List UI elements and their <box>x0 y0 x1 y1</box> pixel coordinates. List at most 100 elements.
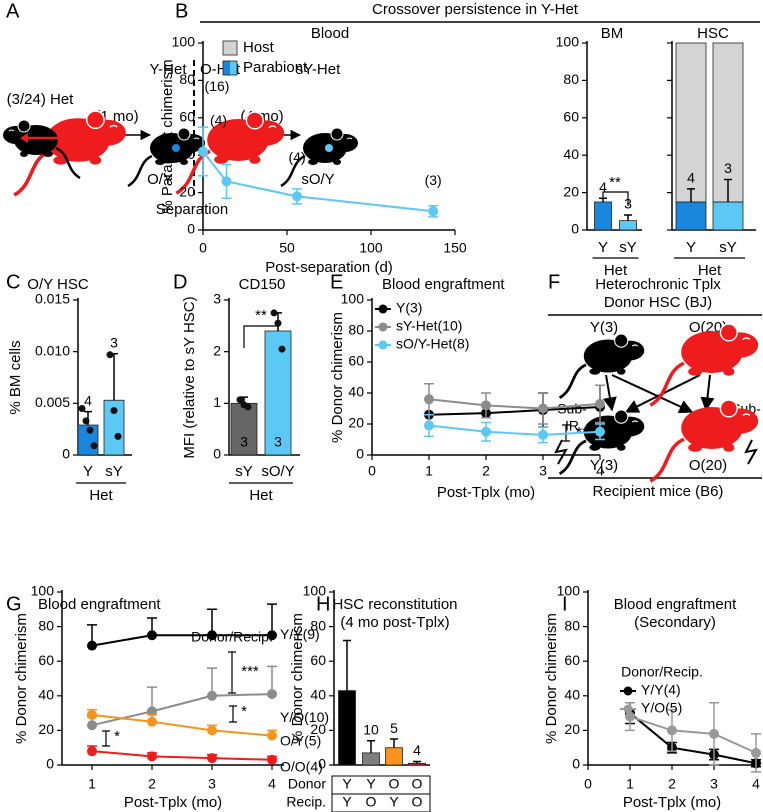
data-point <box>424 394 434 405</box>
mouse-tail <box>558 439 587 475</box>
y-tick-label: 0 <box>62 446 70 462</box>
y-tick-label: 0 <box>356 446 364 462</box>
error-bar <box>367 740 375 753</box>
error-bar <box>599 197 607 202</box>
group-label: Het <box>604 262 628 279</box>
data-point <box>625 711 635 722</box>
legend-label: Parabiont <box>243 59 308 76</box>
data-point <box>667 725 677 736</box>
bar-segment <box>712 42 744 203</box>
mouse-leg <box>616 444 626 451</box>
panel-letter: I <box>562 593 568 615</box>
chart-title: Blood engraftment <box>382 276 505 293</box>
y-tick-label: 20 <box>348 415 364 431</box>
data-point <box>87 746 97 757</box>
x-tick-label: 0 <box>199 240 207 256</box>
mouse-ear <box>17 119 31 133</box>
mouse-leg <box>214 155 229 164</box>
mouse-eye <box>631 420 639 423</box>
data-point <box>207 690 217 701</box>
group-label: Het <box>698 262 722 279</box>
legend-label: sY-Het(10) <box>396 318 462 334</box>
y-axis-label: MFI (relative to sY HSC) <box>181 296 198 458</box>
data-point <box>481 426 491 437</box>
y-tick-label: 0.005 <box>35 394 70 410</box>
mouse-icon <box>280 127 358 188</box>
significance-bracket <box>229 705 237 723</box>
significance-label: * <box>241 703 247 720</box>
chart-title: CD150 <box>239 276 286 293</box>
data-point <box>207 630 217 641</box>
data-point <box>428 206 439 217</box>
significance-bracket <box>102 730 110 747</box>
series-line <box>629 712 757 765</box>
mouse-leg <box>688 443 703 452</box>
arrow <box>700 374 715 412</box>
treatment-label: IR <box>565 418 579 434</box>
n-label: 3 <box>724 160 732 176</box>
x-tick-label: sO/Y <box>261 463 294 480</box>
series-label: O/O(4) <box>280 759 323 775</box>
y-tick-label: 100 <box>303 583 327 599</box>
series-line <box>428 398 601 410</box>
y-tick-label: 0 <box>213 446 221 462</box>
mouse-ear <box>177 127 191 141</box>
x-tick-label: Y <box>686 239 696 256</box>
mouse-icon <box>3 119 81 180</box>
legend-marker <box>623 686 633 696</box>
table-cell: O <box>412 794 423 810</box>
error-bar <box>267 603 277 636</box>
legend-marker <box>378 304 388 314</box>
mouse-leg <box>89 155 102 165</box>
data-point <box>595 398 605 409</box>
panel-letter: G <box>6 593 22 615</box>
n-label: 10 <box>363 721 379 737</box>
x-tick-label: 2 <box>148 776 156 792</box>
bar <box>362 752 380 766</box>
data-point <box>147 706 157 717</box>
data-point <box>236 396 244 404</box>
n-label: 9 <box>343 744 351 760</box>
data-point <box>86 426 94 434</box>
x-tick-label: 3 <box>208 776 216 792</box>
legend-marker <box>623 704 633 714</box>
x-tick-label: 0 <box>584 776 592 792</box>
significance-label: ** <box>609 174 621 191</box>
chart-title: O/Y HSC <box>27 276 89 293</box>
chart-title: Blood engraftment <box>38 596 161 613</box>
data-point <box>114 432 122 440</box>
y-tick-label: 1 <box>213 394 221 410</box>
n-label: 3 <box>110 334 118 350</box>
x-tick-label: 3 <box>539 463 547 479</box>
data-point <box>292 191 303 202</box>
panel-letter: D <box>173 271 187 293</box>
table-cell: O <box>412 776 423 792</box>
mouse-eye <box>742 413 751 416</box>
mouse-tail <box>558 363 587 399</box>
mouse-icon <box>175 111 285 195</box>
error-bar <box>624 214 632 221</box>
diagram-label: (3/24) Het <box>7 91 75 108</box>
mouse-leg <box>308 159 318 165</box>
error-bar <box>724 178 732 202</box>
y-tick-label: 0 <box>318 756 326 772</box>
y-tick-label: 2 <box>213 342 221 358</box>
bar-segment <box>675 42 707 203</box>
recipient-label: O(20) <box>689 457 727 474</box>
significance-bracket <box>602 191 629 206</box>
n-label: 3 <box>274 434 282 450</box>
recipient-label: Y(3) <box>590 457 618 474</box>
y-tick-label: 100 <box>556 34 580 50</box>
data-point <box>267 730 277 741</box>
mouse-tail <box>55 146 81 180</box>
bar-segment <box>675 201 707 231</box>
mouse-ear <box>719 399 738 418</box>
x-tick-label: 4 <box>596 463 604 479</box>
mouse-leg <box>723 367 735 376</box>
legend-swatch <box>223 61 230 75</box>
mouse-tail <box>127 154 153 188</box>
table-row-box <box>331 793 431 812</box>
y-tick-label: 80 <box>563 71 579 87</box>
group-title: Crossover persistence in Y-Het <box>372 1 579 18</box>
x-axis-label: Post-Tplx (mo) <box>623 794 721 811</box>
